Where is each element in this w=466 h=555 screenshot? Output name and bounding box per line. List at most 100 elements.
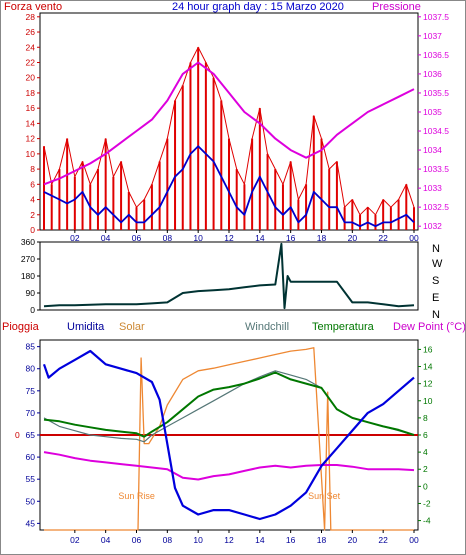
sunset-label: Sun Set xyxy=(308,491,341,501)
wind-axis-label: 28 xyxy=(26,12,36,22)
pressure-axis-label: 1034.5 xyxy=(423,126,449,136)
axis-ticks: 024681012141618202224262810321032.510331… xyxy=(15,12,449,545)
temperature-axis-label: 10 xyxy=(423,396,433,406)
graph-title: 24 hour graph day : 15 Marzo 2020 xyxy=(172,1,344,13)
pressure-label: Pressione xyxy=(372,1,421,13)
compass-label: S xyxy=(432,275,439,287)
hour-label: 00 xyxy=(409,535,419,545)
windchill-label: Windchill xyxy=(245,321,290,333)
wind-axis-label: 26 xyxy=(26,27,36,37)
rain-label: Pioggia xyxy=(2,321,39,333)
pressure-axis-label: 1036 xyxy=(423,69,442,79)
compass-label: N xyxy=(432,243,440,255)
wind-speed-label: Forza vento xyxy=(4,1,63,13)
humidity-axis-label: 85 xyxy=(26,342,36,352)
temperature-axis-label: 8 xyxy=(423,413,428,423)
temperature-axis-label: -2 xyxy=(423,498,431,508)
humidity-label: Umidita xyxy=(67,321,105,333)
hour-label: 14 xyxy=(255,233,265,243)
hour-label: 06 xyxy=(132,535,142,545)
hour-label: 00 xyxy=(409,233,419,243)
wind-axis-label: 16 xyxy=(26,103,36,113)
direction-axis-label: 270 xyxy=(21,254,35,264)
wind-gust-line xyxy=(43,46,415,216)
wind-axis-label: 20 xyxy=(26,73,36,83)
temperature-axis-label: 4 xyxy=(423,447,428,457)
pressure-line xyxy=(43,61,415,186)
wind-axis-label: 12 xyxy=(26,134,36,144)
hour-label: 22 xyxy=(378,233,388,243)
temperature-axis-label: 16 xyxy=(423,344,433,354)
panel1-series xyxy=(43,46,415,230)
wind-axis-label: 8 xyxy=(30,164,35,174)
pressure-axis-label: 1033.5 xyxy=(423,164,449,174)
pressure-axis-label: 1036.5 xyxy=(423,50,449,60)
hour-label: 12 xyxy=(224,535,234,545)
hour-label: 16 xyxy=(286,535,296,545)
wind-axis-label: 6 xyxy=(30,179,35,189)
wind-axis-label: 14 xyxy=(26,118,36,128)
humidity-axis-label: 45 xyxy=(26,518,36,528)
compass-label: N xyxy=(432,309,440,321)
temperature-axis-label: 6 xyxy=(423,430,428,440)
pressure-axis-label: 1035.5 xyxy=(423,88,449,98)
hour-label: 18 xyxy=(317,233,327,243)
wind-axis-label: 0 xyxy=(30,225,35,235)
wind-average-line xyxy=(43,145,415,228)
temperature-line xyxy=(43,371,415,438)
hour-label: 12 xyxy=(224,233,234,243)
pressure-axis-label: 1034 xyxy=(423,145,442,155)
wind-direction-line xyxy=(43,242,415,310)
compass-label: W xyxy=(432,258,443,270)
pressure-axis-label: 1032.5 xyxy=(423,202,449,212)
wind-axis-label: 24 xyxy=(26,42,36,52)
hour-label: 06 xyxy=(132,233,142,243)
hour-label: 10 xyxy=(193,535,203,545)
direction-axis-label: 180 xyxy=(21,271,35,281)
temperature-axis-label: -4 xyxy=(423,516,431,526)
hour-label: 04 xyxy=(101,233,111,243)
pressure-axis-label: 1032 xyxy=(423,221,442,231)
wind-axis-label: 10 xyxy=(26,149,36,159)
wind-direction-plot xyxy=(39,241,419,311)
hour-label: 18 xyxy=(317,535,327,545)
temperature-label: Temperatura xyxy=(312,321,374,333)
hour-label: 22 xyxy=(378,535,388,545)
hour-label: 20 xyxy=(348,233,358,243)
hour-label: 08 xyxy=(163,233,173,243)
hour-label: 20 xyxy=(348,535,358,545)
dewpoint-line xyxy=(43,451,415,481)
humidity-axis-label: 75 xyxy=(26,386,36,396)
dewpoint-label: Dew Point (°C) xyxy=(393,321,466,333)
direction-axis-label: 90 xyxy=(26,288,36,298)
panel3-series xyxy=(40,347,418,531)
panel2-series xyxy=(43,242,415,310)
wind-axis-label: 18 xyxy=(26,88,36,98)
humidity-axis-label: 70 xyxy=(26,408,36,418)
temperature-axis-label: 0 xyxy=(423,481,428,491)
pressure-axis-label: 1033 xyxy=(423,183,442,193)
humidity-axis-label: 50 xyxy=(26,496,36,506)
wind-axis-label: 2 xyxy=(30,210,35,220)
pressure-axis-label: 1037 xyxy=(423,31,442,41)
humidity-axis-label: 80 xyxy=(26,364,36,374)
temperature-axis-label: 2 xyxy=(423,464,428,474)
temperature-axis-label: 12 xyxy=(423,379,433,389)
rain-axis-label: 0 xyxy=(15,430,20,440)
hour-label: 08 xyxy=(163,535,173,545)
humidity-axis-label: 60 xyxy=(26,452,36,462)
pressure-axis-label: 1035 xyxy=(423,107,442,117)
hour-label: 16 xyxy=(286,233,296,243)
compass-label: E xyxy=(432,292,439,304)
humidity-axis-label: 65 xyxy=(26,430,36,440)
pressure-axis-label: 1037.5 xyxy=(423,12,449,22)
sunrise-label: Sun Rise xyxy=(118,491,155,501)
solar-line xyxy=(44,347,414,531)
direction-axis-label: 0 xyxy=(30,305,35,315)
humidity-axis-label: 55 xyxy=(26,474,36,484)
hour-label: 10 xyxy=(193,233,203,243)
hour-label: 04 xyxy=(101,535,111,545)
temperature-axis-label: 14 xyxy=(423,362,433,372)
